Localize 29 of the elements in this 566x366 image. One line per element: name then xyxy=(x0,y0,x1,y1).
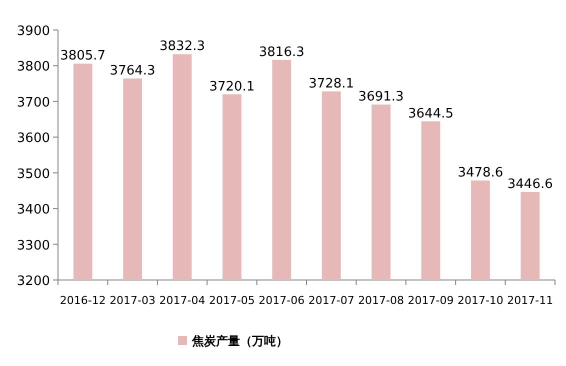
data-label: 3832.3 xyxy=(160,39,205,54)
x-tick-label: 2016-12 xyxy=(60,294,106,307)
y-tick-label: 3200 xyxy=(16,274,50,289)
x-tick-label: 2017-09 xyxy=(408,294,454,307)
data-label: 3644.5 xyxy=(408,106,454,122)
x-tick-label: 2017-08 xyxy=(358,294,404,307)
data-label: 3691.3 xyxy=(358,90,404,105)
y-tick-label: 3800 xyxy=(16,60,50,75)
data-label: 3478.6 xyxy=(458,166,504,180)
data-label: 3720.1 xyxy=(209,79,255,94)
data-label: 3446.6 xyxy=(507,176,553,192)
y-tick-label: 3900 xyxy=(16,24,50,39)
y-tick-label: 3500 xyxy=(16,166,50,182)
data-label: 3805.7 xyxy=(60,48,106,64)
x-tick-label: 2017-11 xyxy=(507,294,554,307)
y-tick-label: 3700 xyxy=(16,95,50,110)
legend-label: 焦炭产量（万吨） xyxy=(191,334,288,348)
x-tick-label: 2017-07 xyxy=(308,294,354,307)
data-label: 3816.3 xyxy=(258,44,304,60)
y-tick-label: 3400 xyxy=(16,202,50,218)
x-tick-label: 2017-10 xyxy=(457,294,504,307)
x-tick-label: 2017-03 xyxy=(110,294,156,307)
y-tick-label: 3600 xyxy=(16,131,50,146)
x-tick-label: 2017-05 xyxy=(208,294,255,307)
y-tick-label: 3300 xyxy=(16,238,50,254)
data-label: 3728.1 xyxy=(308,76,354,92)
data-label: 3764.3 xyxy=(110,63,156,78)
x-tick-label: 2017-04 xyxy=(159,294,206,307)
x-tick-label: 2017-06 xyxy=(258,294,305,307)
